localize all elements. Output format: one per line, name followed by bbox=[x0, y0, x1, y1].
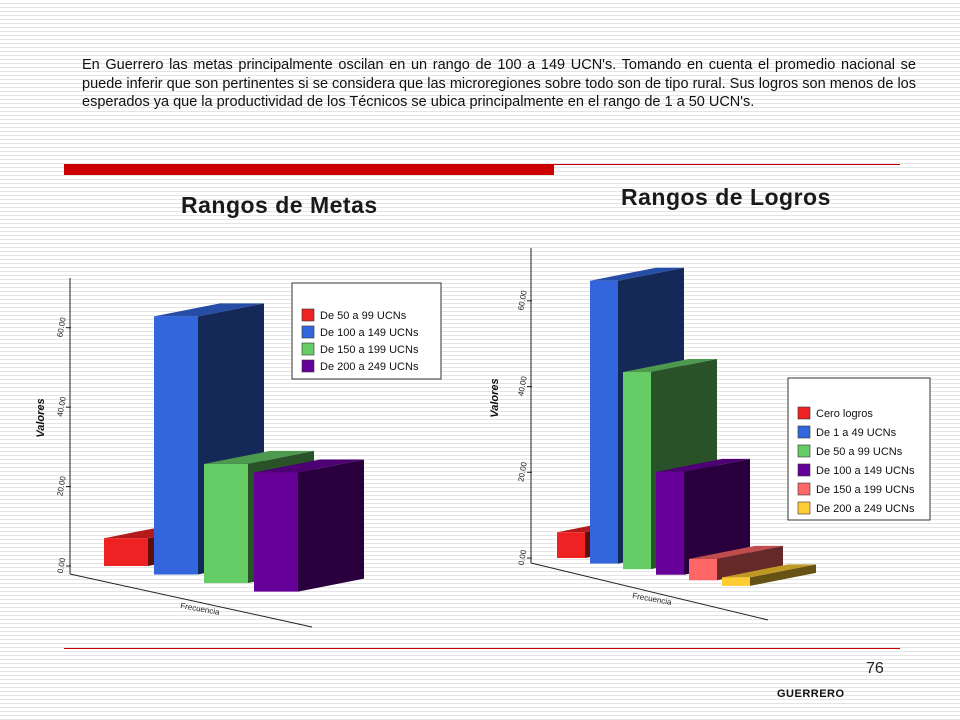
y-tick-label: 0.00 bbox=[56, 557, 68, 574]
y-axis-label: Valores bbox=[489, 378, 501, 417]
bar-side bbox=[717, 545, 783, 581]
bar-4 bbox=[689, 545, 783, 581]
bar-3 bbox=[254, 459, 364, 592]
legend-label: Cero logros bbox=[816, 408, 873, 420]
bar-top bbox=[656, 458, 750, 472]
x-axis-line bbox=[69, 573, 313, 628]
chart-title-metas: Rangos de Metas bbox=[181, 192, 378, 218]
bar-front bbox=[689, 558, 717, 581]
bar-side bbox=[684, 458, 750, 575]
legend-swatch bbox=[797, 463, 811, 477]
y-tick-label: 60.00 bbox=[516, 289, 528, 311]
bar-front bbox=[104, 538, 148, 566]
bar-front bbox=[590, 280, 618, 564]
legend-label: De 150 a 199 UCNs bbox=[816, 484, 915, 496]
y-tick-label: 40.00 bbox=[516, 375, 528, 397]
chart-title-logros: Rangos de Logros bbox=[621, 184, 831, 210]
bar-front bbox=[656, 471, 684, 575]
y-tick-label: 20.00 bbox=[516, 461, 528, 483]
bar-top bbox=[722, 564, 816, 578]
bar-side bbox=[298, 459, 364, 592]
accent-bar bbox=[64, 165, 554, 175]
legend-label: De 1 a 49 UCNs bbox=[816, 427, 897, 439]
bar-side bbox=[750, 564, 816, 586]
x-axis-line bbox=[530, 562, 769, 621]
divider-line-top bbox=[64, 164, 900, 165]
y-tick-label: 40.00 bbox=[55, 396, 67, 418]
legend-swatch bbox=[301, 308, 315, 322]
bar-5 bbox=[722, 564, 816, 586]
legend-label: De 150 a 199 UCNs bbox=[320, 344, 419, 356]
footer-label: GUERRERO bbox=[777, 688, 845, 700]
bar-top bbox=[204, 450, 314, 464]
bar-top bbox=[689, 545, 783, 559]
legend-swatch bbox=[301, 359, 315, 373]
bar-top bbox=[590, 267, 684, 281]
bar-top bbox=[254, 459, 364, 473]
legend-box bbox=[787, 377, 931, 521]
chart-0: 0.00 20.00 40.00 60.00 Valores Frecuencia De 5… bbox=[35, 278, 442, 628]
page-number: 76 bbox=[866, 660, 884, 677]
chart-1: 0.00 20.00 40.00 60.00 Valores Frecuencia Cero… bbox=[489, 248, 931, 621]
x-axis-label: Frecuencia bbox=[180, 601, 221, 617]
legend-swatch bbox=[797, 501, 811, 515]
bar-front bbox=[722, 577, 750, 586]
legend-swatch bbox=[301, 342, 315, 356]
legend-swatch bbox=[797, 406, 811, 420]
legend-box bbox=[291, 282, 442, 380]
legend-label: De 200 a 249 UCNs bbox=[816, 503, 915, 515]
divider-line-bottom bbox=[64, 648, 900, 649]
legend-label: De 100 a 149 UCNs bbox=[320, 327, 419, 339]
legend-label: De 50 a 99 UCNs bbox=[320, 310, 407, 322]
description-paragraph: En Guerrero las metas principalmente osc… bbox=[82, 57, 916, 110]
y-tick-label: 60.00 bbox=[55, 316, 67, 338]
bar-top bbox=[154, 303, 264, 317]
legend-label: De 50 a 99 UCNs bbox=[816, 446, 903, 458]
legend-swatch bbox=[797, 482, 811, 496]
y-tick-label: 0.00 bbox=[517, 549, 529, 566]
bar-front bbox=[557, 532, 585, 558]
legend-swatch bbox=[301, 325, 315, 339]
bar-front bbox=[204, 463, 248, 584]
y-axis-label: Valores bbox=[35, 398, 47, 437]
y-tick-label: 20.00 bbox=[55, 475, 67, 497]
legend-swatch bbox=[797, 425, 811, 439]
legend-swatch bbox=[797, 444, 811, 458]
x-axis-label: Frecuencia bbox=[632, 591, 673, 607]
legend-label: De 200 a 249 UCNs bbox=[320, 361, 419, 373]
bar-top bbox=[623, 359, 717, 373]
legend-label: De 100 a 149 UCNs bbox=[816, 465, 915, 477]
bar-3 bbox=[656, 458, 750, 575]
bar-front bbox=[254, 472, 298, 592]
bar-front bbox=[623, 372, 651, 570]
bar-front bbox=[154, 316, 198, 575]
